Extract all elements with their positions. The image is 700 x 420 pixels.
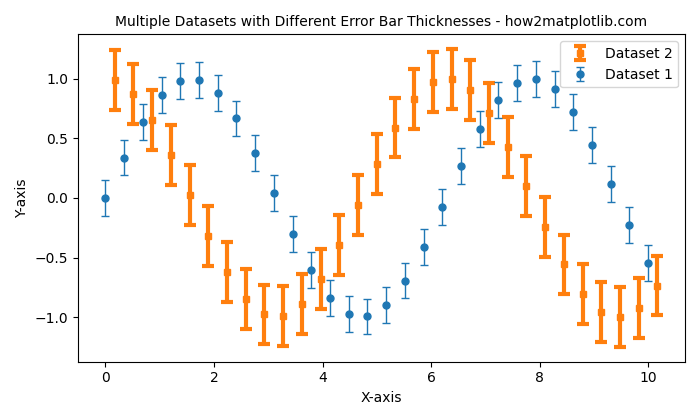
Legend: Dataset 2, Dataset 1: Dataset 2, Dataset 1 <box>560 41 678 87</box>
Y-axis label: Y-axis: Y-axis <box>15 178 29 218</box>
X-axis label: X-axis: X-axis <box>360 391 402 405</box>
Title: Multiple Datasets with Different Error Bar Thicknesses - how2matplotlib.com: Multiple Datasets with Different Error B… <box>116 15 648 29</box>
